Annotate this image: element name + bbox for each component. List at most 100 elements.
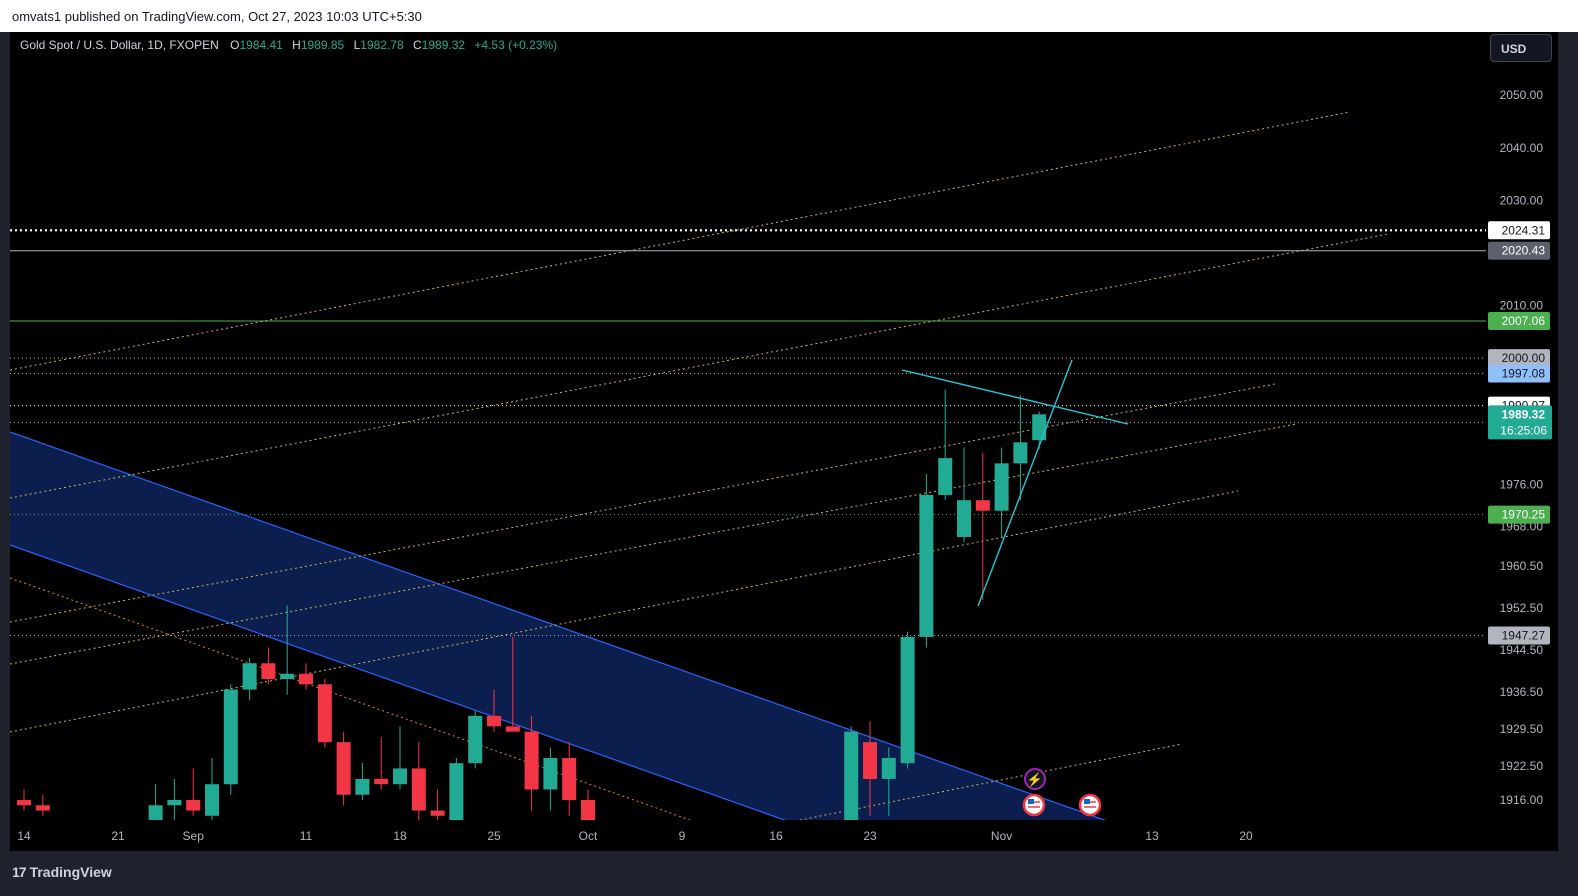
candle xyxy=(261,647,276,685)
candle xyxy=(543,747,558,811)
price-label-text: 1997.08 xyxy=(1502,367,1546,381)
publisher-text: omvats1 published on TradingView.com, Oc… xyxy=(12,9,422,24)
price-label-text: 1970.25 xyxy=(1502,508,1546,522)
candle xyxy=(1013,394,1028,501)
price-label-bg xyxy=(1488,312,1550,331)
candle-body xyxy=(881,757,896,779)
candle xyxy=(938,389,953,501)
symbol-name: Gold Spot / U.S. Dollar, 1D, FXOPEN xyxy=(20,38,219,52)
price-label-text: 2024.31 xyxy=(1502,223,1546,237)
y-axis-tick: 2030.00 xyxy=(1500,193,1544,207)
y-axis-tick: 1922.50 xyxy=(1500,759,1544,773)
candle xyxy=(524,715,539,811)
x-axis-tick: 18 xyxy=(393,829,407,843)
x-axis-tick: 20 xyxy=(1239,829,1253,843)
price-label-bg xyxy=(1488,221,1550,240)
price-level-label: 2007.06 xyxy=(1488,312,1550,331)
lightning-event-circle xyxy=(1024,768,1046,790)
change-value: +4.53 (+0.23%) xyxy=(474,38,558,52)
flag-circle xyxy=(1078,793,1102,817)
candle xyxy=(505,636,520,732)
lightning-event-icon: ⚡ xyxy=(1024,768,1046,790)
current-price-bg xyxy=(1488,405,1552,440)
price-level-label: 1947.27 xyxy=(1488,626,1550,645)
us-flag-event-icon xyxy=(1078,793,1102,817)
triangle-lower-line xyxy=(977,359,1073,607)
candle xyxy=(562,742,577,816)
price-label-bg xyxy=(1488,241,1550,260)
candle-body xyxy=(17,800,31,806)
open-label: O xyxy=(230,38,240,52)
candle-body xyxy=(449,763,464,820)
price-label-bg xyxy=(1488,626,1550,645)
price-level-label: 2024.31 xyxy=(1488,221,1550,240)
price-label-text: 2000.00 xyxy=(1502,351,1546,365)
price-label-text: 2007.06 xyxy=(1502,314,1546,328)
candle-body xyxy=(336,742,351,795)
channel-lower-line xyxy=(10,544,787,820)
y-axis-tick: 1944.50 xyxy=(1500,643,1544,657)
chart-area[interactable] xyxy=(10,32,1558,851)
trend-line-5 xyxy=(10,490,1239,733)
x-axis-tick: 23 xyxy=(863,829,877,843)
x-axis-tick: Sep xyxy=(183,829,205,843)
footer: 17 TradingView xyxy=(0,852,1578,896)
flag-circle xyxy=(1022,793,1046,817)
candle-body xyxy=(186,800,201,811)
currency-button[interactable]: USD xyxy=(1490,34,1552,62)
candle xyxy=(863,721,877,816)
candle xyxy=(919,473,934,648)
candle-body xyxy=(299,673,313,685)
price-label-text: 1947.27 xyxy=(1502,629,1546,643)
candle xyxy=(881,747,896,816)
orange-dotted-line xyxy=(10,577,691,820)
candle-body xyxy=(505,726,520,732)
candle xyxy=(242,657,257,701)
candle-body xyxy=(524,731,539,790)
candle xyxy=(994,447,1009,537)
candle xyxy=(336,731,351,806)
price-level-label: 1997.08 xyxy=(1488,364,1550,383)
candle xyxy=(487,689,501,732)
candle-body xyxy=(242,663,257,690)
candle xyxy=(299,663,313,690)
close-value: 1989.32 xyxy=(421,38,466,52)
candle-body xyxy=(280,673,295,680)
x-axis-tick: 9 xyxy=(679,829,686,843)
price-label-bg xyxy=(1488,364,1550,383)
price-level-label: 2000.00 xyxy=(1488,349,1550,368)
price-label-bg xyxy=(1488,349,1550,368)
candle-body xyxy=(863,742,877,779)
trend-line-4 xyxy=(10,423,1297,665)
low-label: L xyxy=(353,38,361,52)
current-price-label: 1989.32 16:25:06 xyxy=(1488,405,1552,440)
high-label: H xyxy=(292,38,301,52)
candle xyxy=(581,789,595,820)
candle-body xyxy=(562,757,577,800)
candle-body xyxy=(261,663,276,680)
y-axis-tick: 1976.00 xyxy=(1500,477,1544,491)
candle-body xyxy=(543,757,558,790)
candle-body xyxy=(1013,442,1028,464)
candle-body xyxy=(374,778,389,785)
candle-body xyxy=(35,805,50,811)
candle-body xyxy=(317,684,332,743)
candle xyxy=(186,768,201,816)
high-value: 1989.85 xyxy=(300,38,345,52)
candle-body xyxy=(1032,414,1047,441)
flag-canton xyxy=(1084,799,1090,804)
tradingview-logo[interactable]: 17 TradingView xyxy=(12,864,112,880)
candle-body xyxy=(581,800,595,820)
candle-body xyxy=(430,810,445,816)
price-level-label: 2020.43 xyxy=(1488,241,1550,260)
candle xyxy=(468,710,483,769)
tradingview-brand: TradingView xyxy=(29,864,112,880)
ohlc-legend: Gold Spot / U.S. Dollar, 1D, FXOPEN O 198… xyxy=(20,38,563,52)
candle-body xyxy=(487,715,501,727)
candle xyxy=(900,631,915,769)
us-flag-event-icon xyxy=(1022,793,1046,817)
candle xyxy=(975,452,990,601)
candle-body xyxy=(223,689,238,785)
triangle-upper-line xyxy=(901,369,1129,425)
